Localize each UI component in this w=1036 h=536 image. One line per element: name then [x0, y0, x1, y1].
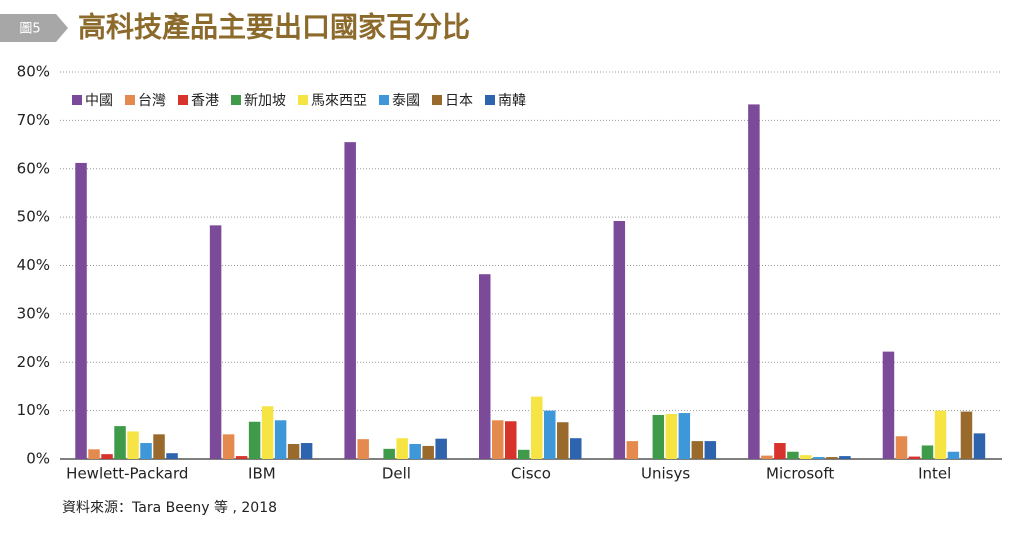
legend-label: 南韓: [498, 93, 526, 109]
bar: [557, 422, 569, 459]
bar: [287, 444, 300, 459]
chart-title: 高科技產品主要出口國家百分比: [78, 11, 470, 44]
bar: [101, 454, 113, 459]
bar: [882, 351, 895, 459]
y-tick-label: 10%: [17, 401, 50, 419]
y-tick-label: 60%: [17, 159, 50, 177]
bar: [222, 434, 235, 459]
legend-swatch: [125, 95, 135, 105]
bar: [921, 445, 934, 459]
bar: [774, 443, 786, 459]
bar: [908, 456, 921, 459]
bar: [396, 438, 408, 459]
x-tick-label: Microsoft: [766, 465, 834, 483]
legend-swatch: [485, 95, 495, 105]
x-tick-label: Cisco: [511, 465, 551, 483]
bar: [787, 451, 799, 459]
bar: [166, 453, 178, 459]
bar: [813, 457, 825, 459]
source: 資料來源：Tara Beeny 等 , 2018: [62, 499, 277, 516]
bar: [422, 445, 434, 459]
bar: [570, 438, 582, 459]
bar: [895, 436, 908, 459]
bar: [88, 449, 100, 459]
legend-swatch: [231, 95, 241, 105]
bar: [678, 413, 691, 459]
bar: [261, 406, 274, 459]
y-tick-label: 0%: [26, 450, 50, 468]
bar: [691, 441, 704, 459]
bar: [357, 439, 369, 459]
bar: [626, 441, 639, 459]
bar: [75, 162, 87, 459]
y-tick-label: 20%: [17, 353, 50, 371]
bar: [114, 426, 126, 459]
bar: [300, 443, 313, 459]
bar: [531, 396, 543, 459]
figure-label: 圖5: [19, 22, 40, 37]
bar: [492, 420, 504, 459]
bar: [140, 443, 152, 459]
legend-label: 馬來西亞: [311, 93, 367, 109]
legend-swatch: [379, 95, 389, 105]
bar: [274, 420, 287, 459]
x-tick-label: IBM: [248, 465, 276, 483]
bar: [153, 434, 165, 459]
y-tick-label: 50%: [17, 208, 50, 226]
legend-label: 中國: [85, 93, 113, 109]
bar: [479, 274, 491, 459]
bar: [613, 220, 626, 459]
bar: [934, 410, 947, 459]
y-tick-label: 70%: [17, 111, 50, 129]
bar: [652, 414, 665, 459]
bar: [704, 441, 717, 459]
bar: [518, 449, 530, 459]
legend-swatch: [178, 95, 188, 105]
legend-label: 日本: [445, 93, 473, 109]
x-tick-label: Hewlett-Packard: [66, 465, 188, 483]
x-tick-label: Dell: [382, 465, 411, 483]
bar: [761, 455, 773, 459]
x-tick-label: Intel: [918, 465, 951, 483]
legend-label: 香港: [191, 93, 219, 109]
bar: [748, 104, 760, 459]
bar: [248, 421, 261, 459]
bar: [826, 457, 838, 459]
legend-label: 泰國: [392, 93, 420, 109]
figure-badge: [0, 14, 68, 42]
y-tick-label: 80%: [17, 63, 50, 81]
bar: [839, 456, 851, 459]
bar: [383, 448, 395, 459]
legend-swatch: [432, 95, 442, 105]
y-tick-label: 30%: [17, 304, 50, 322]
bar: [209, 225, 222, 459]
bar: [235, 456, 248, 459]
bar: [973, 433, 986, 459]
x-tick-label: Unisys: [641, 465, 690, 483]
bar: [544, 410, 556, 459]
bar: [435, 438, 447, 459]
bar: [409, 444, 421, 459]
bar: [665, 414, 678, 459]
bar: [505, 421, 517, 459]
legend-label: 台灣: [138, 93, 166, 109]
bar: [344, 142, 356, 460]
y-tick-label: 40%: [17, 256, 50, 274]
bar: [960, 411, 973, 459]
bar: [127, 431, 139, 459]
legend-swatch: [72, 95, 82, 105]
bar: [800, 455, 812, 459]
legend-label: 新加坡: [244, 93, 286, 109]
bar: [947, 451, 960, 459]
legend-swatch: [298, 95, 308, 105]
